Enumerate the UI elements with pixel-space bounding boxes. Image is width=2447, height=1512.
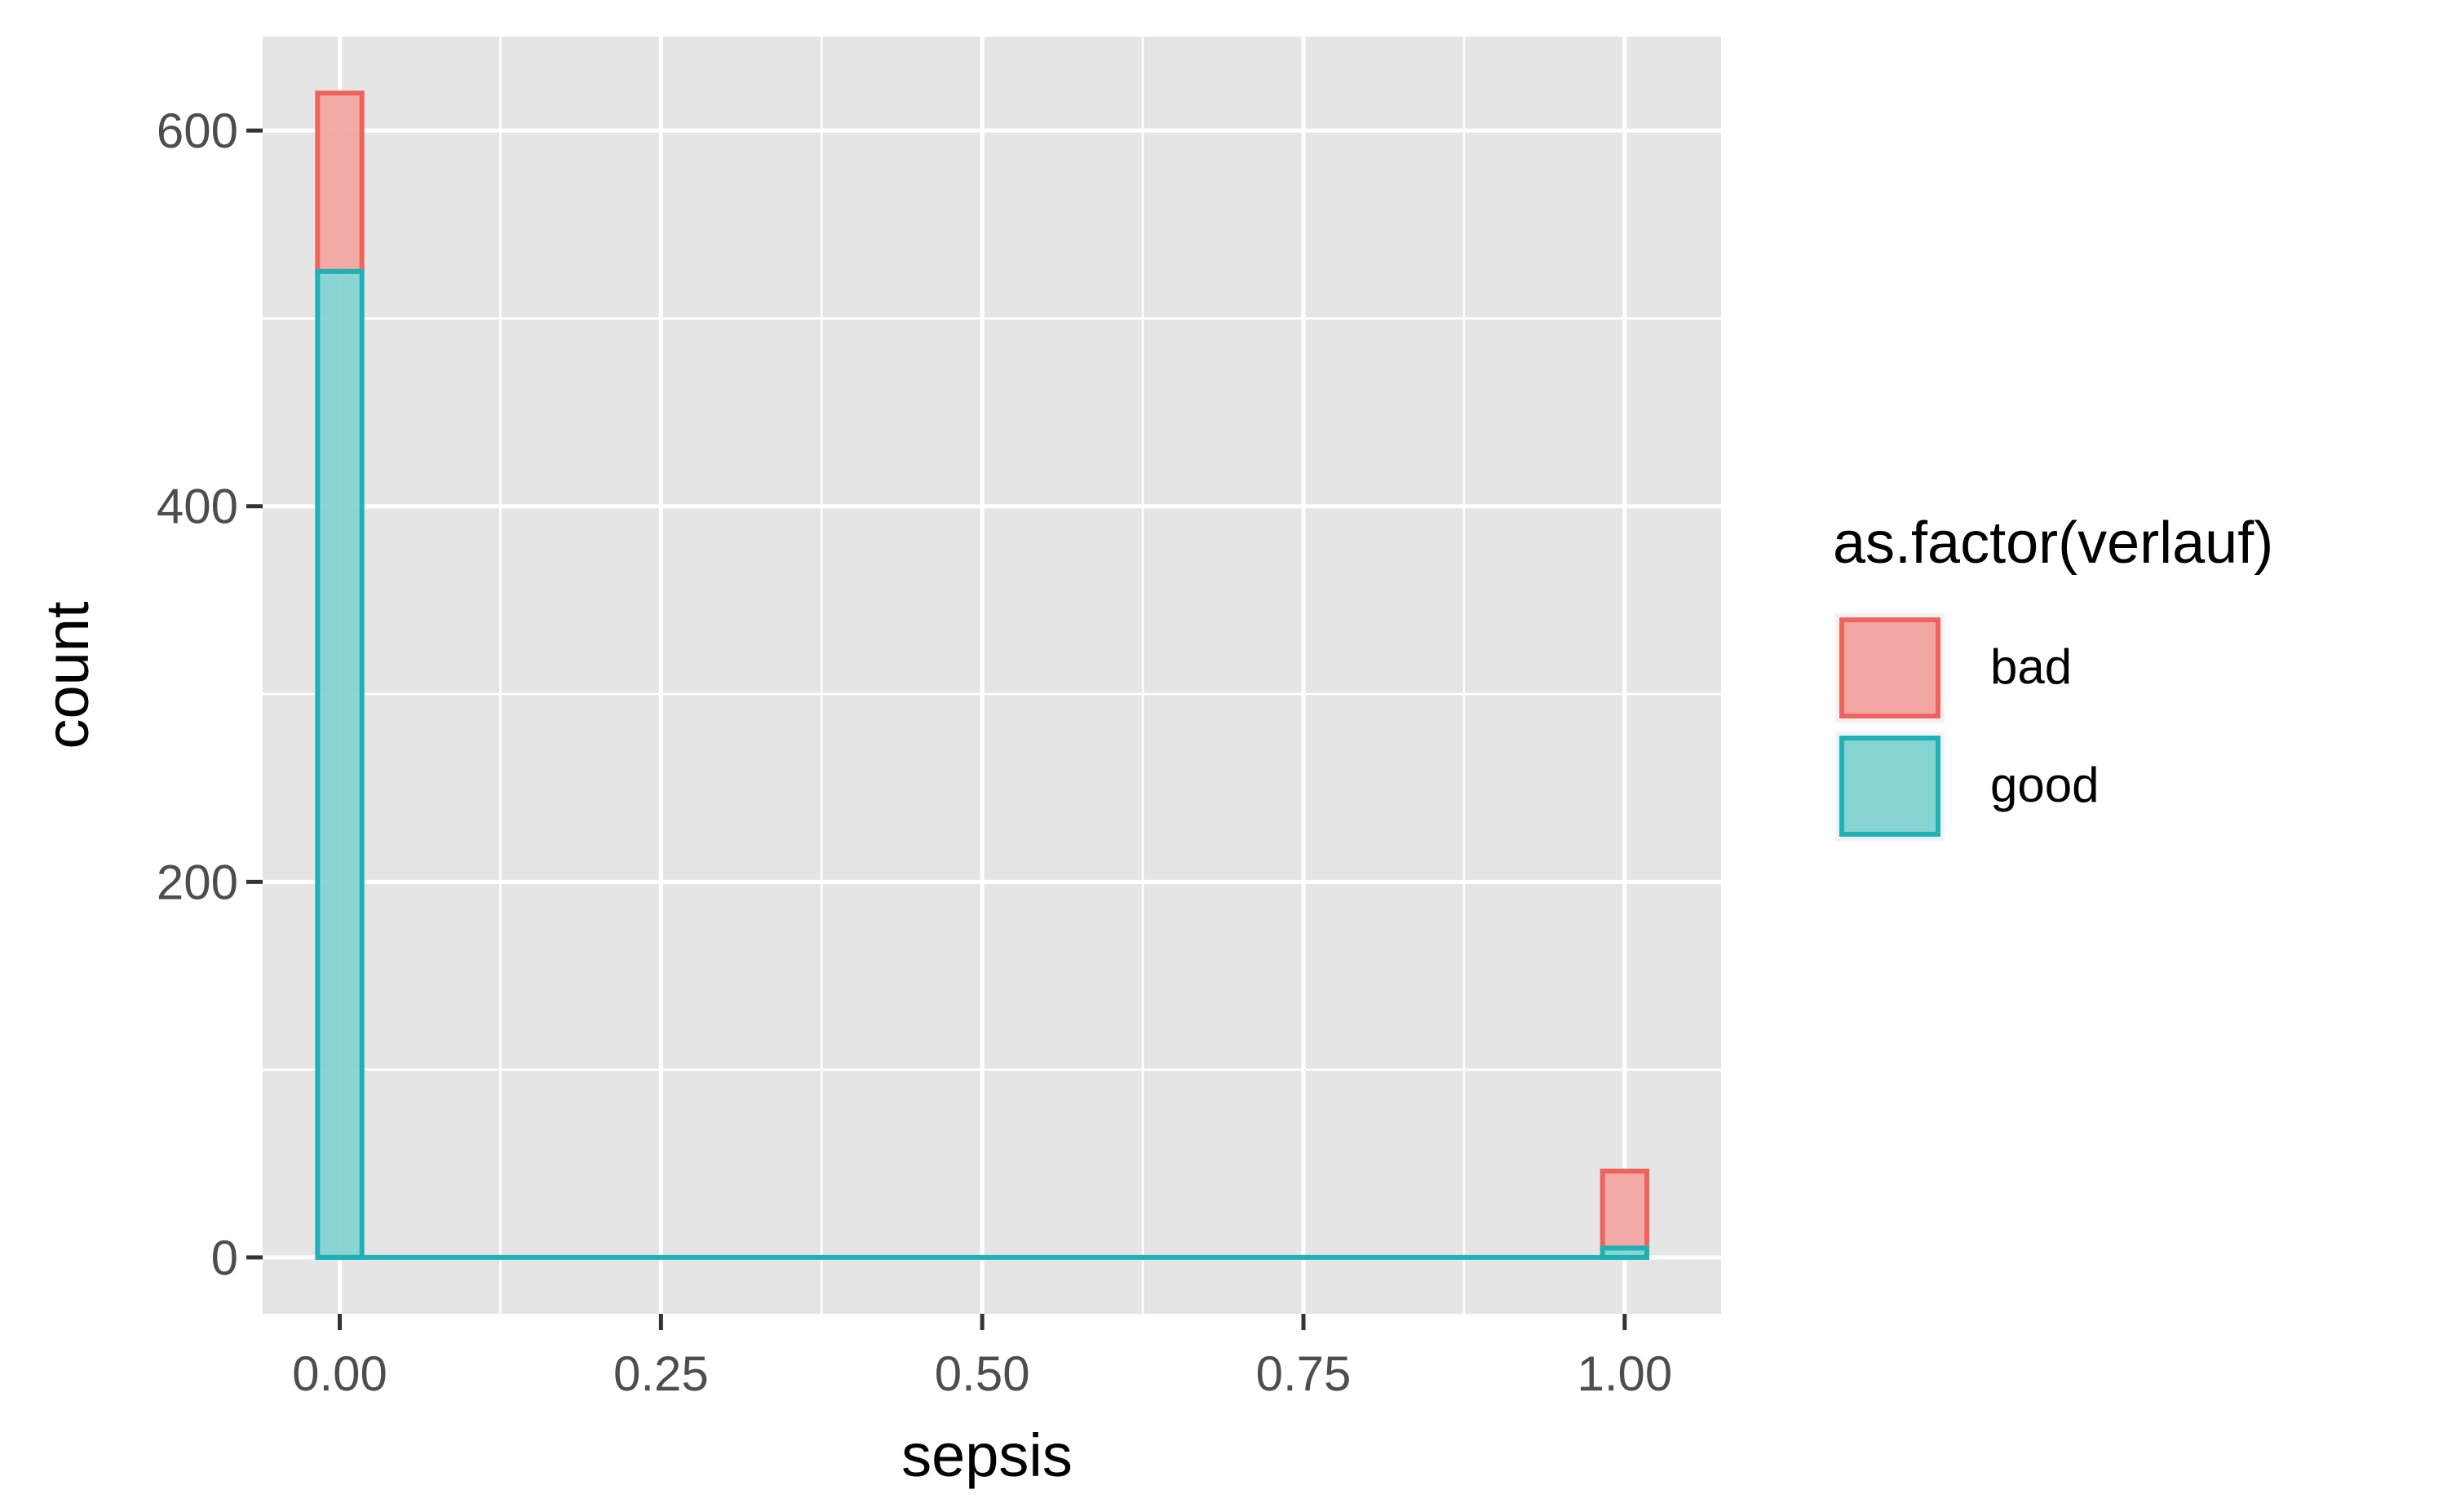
legend-label-bad: bad — [1990, 639, 2072, 694]
y-tick-label: 200 — [157, 855, 238, 909]
legend-key-good — [1839, 736, 1940, 837]
legend-title: as.factor(verlauf) — [1833, 511, 2273, 576]
x-tick-label: 1.00 — [1577, 1346, 1672, 1401]
histogram-bars — [315, 91, 1650, 1260]
y-axis-title: count — [33, 601, 101, 749]
legend-key-bad — [1839, 617, 1940, 718]
panel-background — [263, 37, 1721, 1314]
x-tick-label: 0.25 — [613, 1346, 709, 1401]
x-tick-label: 0.00 — [292, 1346, 387, 1401]
x-axis-title: sepsis — [901, 1421, 1073, 1489]
y-tick-label: 600 — [157, 104, 238, 158]
bar-bad — [1600, 1168, 1650, 1251]
bar-good — [315, 268, 365, 1260]
y-tick-label: 400 — [157, 480, 238, 534]
x-tick-label: 0.50 — [935, 1346, 1030, 1401]
legend-label-good: good — [1990, 758, 2099, 812]
y-tick-label: 0 — [211, 1231, 238, 1285]
axes: 0.00 0.25 0.50 0.75 1.00 0 200 400 600 — [157, 104, 1672, 1401]
x-tick-label: 0.75 — [1256, 1346, 1352, 1401]
legend: as.factor(verlauf) bad good — [1833, 511, 2273, 841]
bar-bad — [315, 91, 365, 274]
